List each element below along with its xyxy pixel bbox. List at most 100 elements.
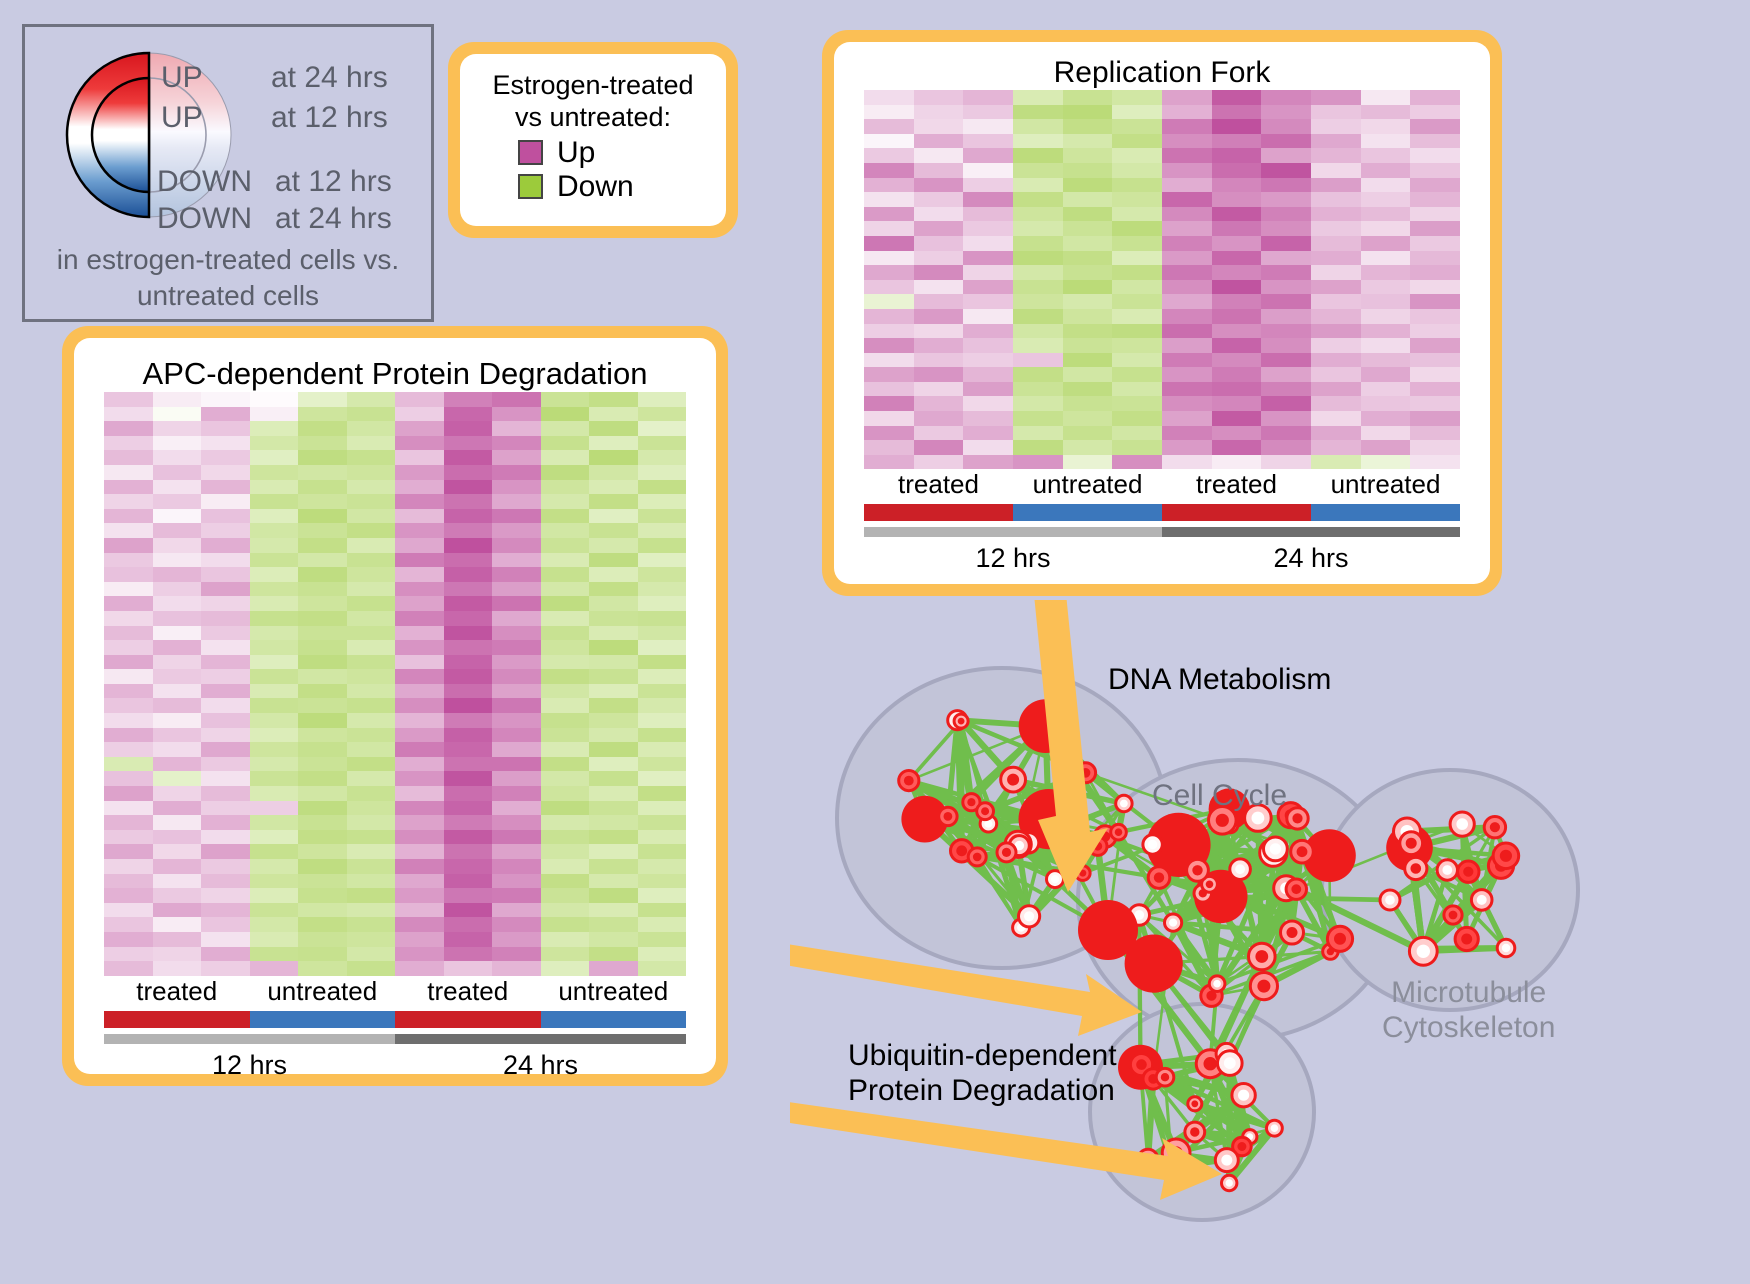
network-node[interactable] xyxy=(1469,888,1494,912)
heatmap-cell xyxy=(1013,162,1063,178)
heatmap-cell xyxy=(492,567,541,582)
heatmap-cell xyxy=(104,610,153,626)
network-node[interactable] xyxy=(1265,1118,1284,1138)
heatmap-cell xyxy=(540,756,589,772)
network-node[interactable] xyxy=(966,846,988,868)
heatmap-cell xyxy=(443,786,492,801)
network-node[interactable] xyxy=(1109,822,1128,842)
heatmap-cell xyxy=(637,625,686,641)
network-node[interactable] xyxy=(937,805,959,828)
heatmap-cell xyxy=(589,727,638,743)
heatmap-cell xyxy=(443,698,492,714)
heatmap-cell xyxy=(589,683,638,699)
network-node[interactable] xyxy=(1017,904,1042,929)
network-node[interactable] xyxy=(1453,925,1480,953)
heatmap-cell xyxy=(1211,250,1262,266)
heatmap-cell xyxy=(1062,250,1113,266)
network-node[interactable] xyxy=(1303,829,1356,882)
network-node[interactable] xyxy=(1231,1135,1253,1158)
network-node[interactable] xyxy=(999,765,1028,794)
apc-degradation-axis: treated untreated treated untreated 12 h xyxy=(104,976,686,1081)
network-node[interactable] xyxy=(1213,1147,1240,1174)
network-node[interactable] xyxy=(975,801,996,822)
heatmap-cell xyxy=(1311,133,1361,149)
network-node[interactable] xyxy=(1285,806,1310,831)
network-node[interactable] xyxy=(1124,934,1183,993)
network-node[interactable] xyxy=(1185,857,1210,883)
network-node[interactable] xyxy=(1262,835,1289,863)
heatmap-cell xyxy=(104,596,153,611)
network-edge xyxy=(1162,1074,1253,1140)
network-node[interactable] xyxy=(1128,1052,1155,1078)
network-node[interactable] xyxy=(1186,1095,1204,1113)
network-node[interactable] xyxy=(1163,912,1184,933)
network-node[interactable] xyxy=(1154,1066,1176,1088)
heatmap-cell xyxy=(1311,177,1361,193)
heatmap-cell xyxy=(1062,367,1113,382)
heatmap-cell xyxy=(1410,265,1460,280)
network-node[interactable] xyxy=(1247,941,1277,972)
network-node[interactable] xyxy=(995,841,1018,864)
network-node[interactable] xyxy=(1289,838,1315,865)
network-node[interactable] xyxy=(1435,858,1459,882)
network-node[interactable] xyxy=(1141,833,1164,856)
heatmap-cell xyxy=(1013,90,1063,105)
network-node[interactable] xyxy=(901,795,949,843)
heatmap-cell xyxy=(298,683,347,699)
network-node[interactable] xyxy=(1183,1120,1207,1144)
heatmap-cell xyxy=(963,279,1013,295)
heatmap-cell xyxy=(1062,206,1113,222)
network-node[interactable] xyxy=(1207,974,1227,994)
heatmap-cell xyxy=(201,552,250,568)
network-node[interactable] xyxy=(1279,919,1305,946)
network-node[interactable] xyxy=(1398,830,1425,857)
network-node[interactable] xyxy=(1482,815,1508,840)
network-node[interactable] xyxy=(1403,855,1429,882)
network-node[interactable] xyxy=(1200,874,1219,894)
network-node[interactable] xyxy=(1078,900,1138,960)
heatmap-cell xyxy=(637,756,686,772)
network-node[interactable] xyxy=(1456,859,1481,884)
heatmap-cell xyxy=(1013,381,1063,397)
heatmap-cell xyxy=(1410,454,1460,470)
heatmap-cell xyxy=(152,669,201,684)
time-bar xyxy=(395,1033,686,1044)
heatmap-cell xyxy=(1410,90,1460,105)
heatmap-cell xyxy=(201,859,250,874)
network-node[interactable] xyxy=(1114,793,1134,814)
heatmap-cell xyxy=(1261,133,1311,149)
group-label: treated xyxy=(1196,469,1277,500)
network-node[interactable] xyxy=(1220,1173,1239,1193)
heatmap-cell xyxy=(864,192,914,207)
network-node[interactable] xyxy=(1448,810,1476,838)
network-node[interactable] xyxy=(1495,937,1517,959)
network-nodes xyxy=(897,699,1521,1193)
network-node[interactable] xyxy=(1228,857,1252,882)
heatmap-cell xyxy=(298,698,347,714)
network-node[interactable] xyxy=(1442,904,1464,926)
network-node-core xyxy=(1291,884,1302,895)
network-node[interactable] xyxy=(897,769,921,793)
heatmap-cell xyxy=(540,479,589,495)
heatmap-cell xyxy=(913,192,964,207)
network-node[interactable] xyxy=(1325,924,1355,953)
heatmap-cell xyxy=(963,381,1013,397)
network-node[interactable] xyxy=(1284,877,1308,901)
heatmap-cell xyxy=(540,669,589,684)
network-node[interactable] xyxy=(1491,841,1521,871)
network-node[interactable] xyxy=(961,792,982,813)
network-node[interactable] xyxy=(1207,805,1238,836)
heatmap-cell xyxy=(864,162,914,178)
heatmap-cell xyxy=(540,698,589,714)
network-node[interactable] xyxy=(1230,1082,1257,1109)
network-node[interactable] xyxy=(1407,935,1439,967)
network-node[interactable] xyxy=(1216,1049,1244,1077)
network-node[interactable] xyxy=(1378,888,1402,912)
network-node[interactable] xyxy=(1243,803,1273,833)
heatmap-cell xyxy=(395,494,444,509)
heatmap-cell xyxy=(104,654,153,670)
network-node[interactable] xyxy=(952,712,970,730)
network-node[interactable] xyxy=(1248,971,1279,1002)
network-node[interactable] xyxy=(1146,865,1172,890)
heatmap-cell xyxy=(864,235,914,251)
